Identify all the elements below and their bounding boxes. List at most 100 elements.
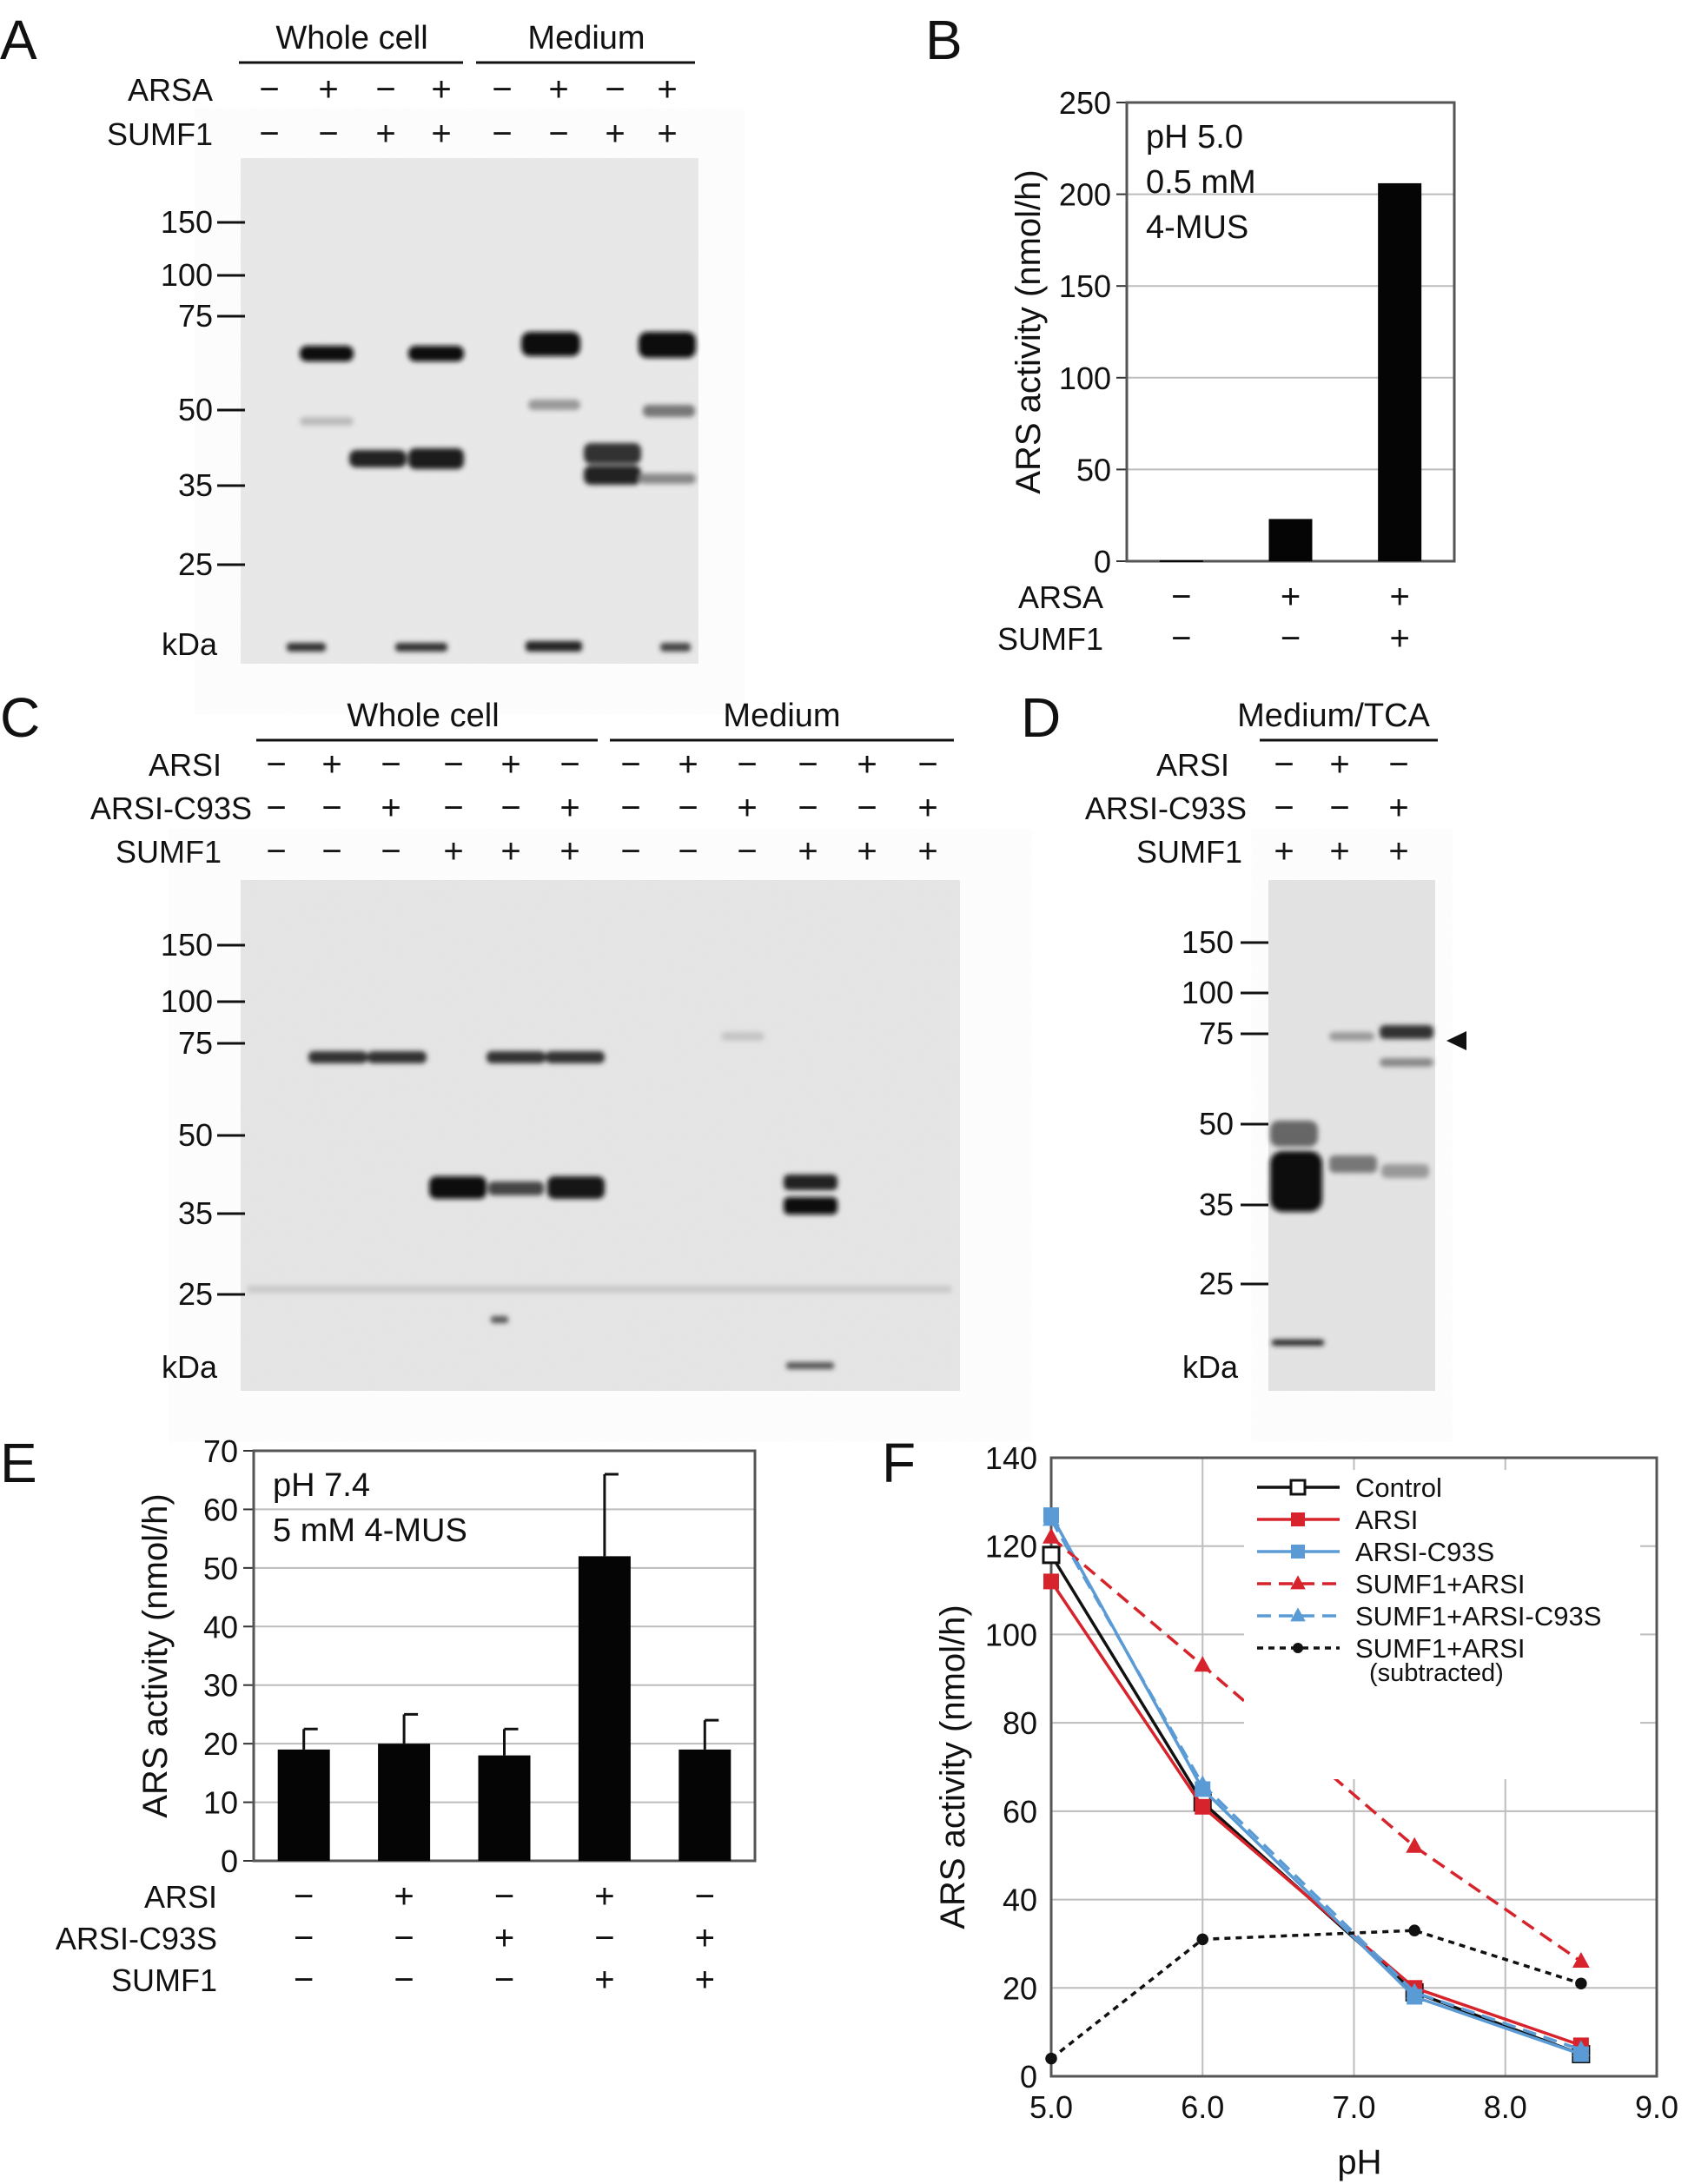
chart-f-legend-marker-1 [1289, 1479, 1307, 1496]
chart-e-condition-r2-c2: − [394, 1919, 414, 1957]
panel-f: F 0 20 40 60 80 100 120 140 5.0 6.0 7.0 8.0 9.0 pH ARS… [882, 1432, 1678, 2181]
gel-c-sign-r1-lane4: − [443, 745, 463, 784]
chart-b-ytick-label-250: 250 [1059, 85, 1111, 121]
panel-letter-d: D [1021, 686, 1061, 749]
gel-a-bands [287, 332, 696, 652]
gel-c-marker-150: 150 [161, 927, 213, 963]
gel-c-sign-r1-lane6: − [559, 745, 579, 784]
chart-e-condition-r2-c4: − [594, 1919, 614, 1957]
chart-f-series-5 [1043, 1510, 1590, 2056]
chart-f-series-line-5 [1049, 1519, 1582, 2052]
gel-a-sign-r2-lane7: + [605, 115, 625, 153]
chart-f-point-s2-2 [1195, 1798, 1211, 1815]
chart-f-legend-label-2: ARSI [1355, 1505, 1418, 1535]
chart-f-xlabel: pH [1337, 2143, 1381, 2181]
gel-d-marker-25: 25 [1199, 1266, 1234, 1301]
gel-d-sign-r1-lane2: + [1329, 745, 1349, 784]
gel-a-sign-r1-lane4: + [431, 70, 451, 109]
chart-f-ytick-label-120: 120 [985, 1529, 1037, 1565]
gel-d-group-medium-tca: Medium/TCA [1237, 698, 1430, 734]
chart-e-ytick-label-40: 40 [203, 1609, 238, 1645]
chart-f-legend-box [1244, 1470, 1640, 1779]
panel-a: A Whole cell Medium ARSA SUMF1 − + − + − + − +−… [0, 9, 698, 664]
chart-f-point-s6-3 [1408, 1924, 1420, 1936]
gel-c-sign-r2-lane9: + [737, 789, 757, 827]
gel-a-markers: 150 100 75 50 35 25 [161, 204, 245, 582]
chart-f-xtick-label-9.0: 9.0 [1635, 2089, 1678, 2125]
chart-f-point-s6-2 [1196, 1933, 1208, 1946]
chart-f-legend: ControlARSIARSI-C93SSUMF1+ARSISUMF1+ARSI… [1244, 1470, 1640, 1779]
chart-b-bar-2 [1268, 519, 1313, 561]
gel-a-sign-r1-lane1: − [259, 70, 279, 109]
gel-c-sign-r2-lane12: + [917, 789, 937, 827]
gel-d-sign-r2-lane1: − [1274, 789, 1294, 827]
chart-f-point-s4-2 [1194, 1656, 1212, 1672]
gel-a-sign-r2-lane6: − [548, 115, 568, 153]
gel-a-marker-50: 50 [178, 392, 213, 427]
chart-b: 0 50 100 150 200 250 ARS activity (nmol/h) pH 5… [997, 85, 1456, 658]
chart-e-bar-1 [277, 1749, 330, 1861]
chart-e-ytick-label-10: 10 [203, 1785, 238, 1821]
gel-d-row-arsi-c93s: ARSI-C93S [1085, 791, 1247, 826]
gel-a-lane-signs: − + − + − + − +− − + + − − + + [259, 70, 677, 153]
chart-f-series-line-2 [1049, 1580, 1582, 2048]
gel-d-marker-100: 100 [1182, 975, 1234, 1010]
gel-c-unit: kDa [162, 1349, 218, 1385]
gel-c-sign-r2-lane11: − [857, 789, 877, 827]
chart-f-xtick-label-6.0: 6.0 [1181, 2089, 1224, 2125]
gel-c-group-whole-cell: Whole cell [347, 698, 499, 734]
gel-c-sign-r2-lane4: − [443, 789, 463, 827]
chart-e-row-label-2: ARSI-C93S [56, 1921, 217, 1956]
chart-e-condition-r3-c1: − [294, 1961, 314, 1999]
gel-c-sign-r1-lane2: + [321, 745, 341, 784]
chart-f-legend-marker-3 [1291, 1545, 1305, 1559]
gel-c-row-arsi-c93s: ARSI-C93S [90, 791, 252, 826]
chart-f-point-s5-4 [1572, 2040, 1590, 2056]
gel-a-row-arsa: ARSA [128, 72, 213, 108]
panel-e: E 0 10 20 30 40 50 60 70 ARS activity (nmol/h) pH… [0, 1432, 757, 1999]
gel-c-sign-r1-lane12: − [917, 745, 937, 784]
gel-c-sign-r2-lane2: − [321, 789, 341, 827]
gel-d-marker-35: 35 [1199, 1187, 1234, 1222]
chart-e: 0 10 20 30 40 50 60 70 ARS activity (nmol/h) pH 7… [56, 1433, 757, 1999]
chart-f-xtick-label-7.0: 7.0 [1332, 2089, 1375, 2125]
chart-f-legend-label-6: SUMF1+ARSI [1355, 1633, 1526, 1664]
gel-a-sign-r2-lane4: + [431, 115, 451, 153]
chart-f-ytick-label-0: 0 [1020, 2059, 1037, 2095]
gel-c-sign-r2-lane5: − [500, 789, 520, 827]
chart-b-bar-1 [1159, 559, 1203, 562]
chart-e-ytick-label-20: 20 [203, 1726, 238, 1762]
gel-c-sign-r1-lane3: − [381, 745, 400, 784]
chart-f-plot-frame [1049, 1456, 1658, 2078]
gel-a-sign-r1-lane7: − [605, 70, 625, 109]
gel-c-sign-r3-lane11: + [857, 832, 877, 870]
chart-b-row-label-1: ARSA [1018, 579, 1103, 615]
chart-f-ytick-label-40: 40 [1003, 1883, 1037, 1918]
gel-c-marker-100: 100 [161, 983, 213, 1019]
chart-f-legend-marker-6 [1293, 1643, 1303, 1653]
chart-b-condition-r1-c3: + [1389, 578, 1409, 616]
gel-a-marker-100: 100 [161, 257, 213, 293]
chart-e-row-label-3: SUMF1 [111, 1962, 217, 1998]
gel-d-sign-r3-lane2: + [1329, 832, 1349, 870]
chart-e-bar-5 [679, 1749, 731, 1861]
gel-c-sign-r3-lane3: − [381, 832, 400, 870]
gel-a-sign-r2-lane5: − [492, 115, 512, 153]
gel-d-sign-r3-lane3: + [1388, 832, 1408, 870]
gel-c-sign-r1-lane8: + [678, 745, 698, 784]
gel-c-sign-r2-lane6: + [559, 789, 579, 827]
chart-f-legend-label-5: SUMF1+ARSI-C93S [1355, 1601, 1601, 1631]
chart-e-condition-r2-c3: + [494, 1919, 514, 1957]
chart-e-condition-r1-c4: + [594, 1877, 614, 1916]
chart-b-ytick-label-100: 100 [1059, 361, 1111, 396]
chart-f-point-s5-3 [1406, 1982, 1424, 1999]
gel-c-sign-r3-lane4: + [443, 832, 463, 870]
chart-b-bar-3 [1378, 182, 1422, 562]
gel-c-markers: 150 100 75 50 35 25 [161, 927, 245, 1312]
chart-f-legend-marker-5 [1290, 1607, 1306, 1622]
chart-e-condition-r1-c5: − [695, 1877, 715, 1916]
chart-f-point-s5-1 [1043, 1510, 1060, 1526]
chart-e-condition-r1-c1: − [294, 1877, 314, 1916]
gel-c-lane-signs: − + − − + − − + − − + −− − + − − + − − + − − +− − − + + + − − − + + + [266, 745, 937, 870]
